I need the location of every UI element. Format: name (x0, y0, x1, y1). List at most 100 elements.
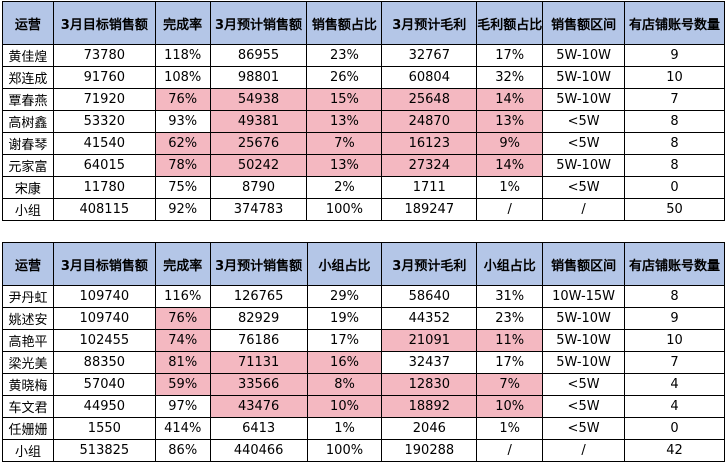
cell-store-accounts: 50 (624, 198, 725, 221)
table-row: 任姗姗 1550 414% 6413 1% 2046 1% <5W 0 (2, 417, 725, 440)
col-header-profit-share: 毛利额占比 (476, 1, 544, 45)
cell-sales-range: 5W-10W (542, 329, 625, 352)
cell-completion-rate: 78% (154, 154, 211, 177)
col-header-forecast-sales: 3月预计销售额 (209, 1, 308, 45)
cell-operator: 尹丹虹 (2, 285, 54, 308)
cell-forecast-sales: 6413 (209, 417, 308, 440)
cell-sales-share: 2% (306, 176, 383, 199)
table-row: 郑连成 91760 108% 98801 26% 60804 32% 5W-10W 10 (2, 66, 725, 89)
cell-forecast-profit: 32437 (381, 351, 478, 374)
cell-store-accounts: 10 (624, 66, 725, 89)
cell-forecast-sales: 440466 (209, 439, 308, 462)
cell-completion-rate: 62% (154, 132, 211, 155)
cell-sales-range: 5W-10W (542, 351, 625, 374)
cell-forecast-sales: 25676 (209, 132, 308, 155)
cell-target-sales: 57040 (52, 373, 156, 396)
cell-sales-range: <5W (542, 395, 625, 418)
cell-completion-rate: 108% (154, 66, 211, 89)
cell-forecast-sales: 86955 (209, 44, 308, 67)
header-row: 运营 3月目标销售额 完成率 3月预计销售额 销售额占比 3月预计毛利 毛利额占… (2, 1, 725, 45)
cell-operator: 宋康 (2, 176, 54, 199)
cell-forecast-profit: 25648 (381, 88, 478, 111)
col-header-completion-rate: 完成率 (154, 242, 211, 286)
table-body: 尹丹虹 109740 116% 126765 29% 58640 31% 10W-15W 8 姚述… (2, 285, 725, 462)
cell-forecast-profit: 21091 (381, 329, 478, 352)
cell-profit-share: 13% (476, 110, 544, 133)
col-header-operator: 运营 (2, 242, 54, 286)
cell-target-sales: 91760 (52, 66, 156, 89)
cell-completion-rate: 86% (154, 439, 211, 462)
sales-table-group-1: 运营 3月目标销售额 完成率 3月预计销售额 销售额占比 3月预计毛利 毛利额占… (2, 1, 725, 221)
cell-store-accounts: 42 (624, 439, 725, 462)
cell-forecast-sales: 82929 (209, 307, 308, 330)
cell-forecast-profit: 1711 (381, 176, 478, 199)
col-header-sales-range: 销售额区间 (542, 242, 625, 286)
table-row: 车文君 44950 97% 43476 10% 18892 10% <5W 4 (2, 395, 725, 418)
cell-sales-range: <5W (542, 373, 625, 396)
cell-target-sales: 71920 (52, 88, 156, 111)
cell-completion-rate: 81% (154, 351, 211, 374)
cell-forecast-profit: 2046 (381, 417, 478, 440)
col-header-operator: 运营 (2, 1, 54, 45)
cell-forecast-profit: 44352 (381, 307, 478, 330)
cell-operator: 小组 (2, 439, 54, 462)
col-header-sales-range: 销售额区间 (542, 1, 626, 45)
cell-operator: 郑连成 (2, 66, 54, 89)
cell-forecast-profit: 27324 (381, 154, 478, 177)
cell-operator: 元家富 (2, 154, 54, 177)
cell-completion-rate: 92% (154, 198, 211, 221)
cell-operator: 黄晓梅 (2, 373, 54, 396)
cell-profit-share: 7% (476, 373, 544, 396)
cell-sales-range: 5W-10W (542, 154, 626, 177)
cell-target-sales: 109740 (52, 307, 156, 330)
cell-operator: 谢春琴 (2, 132, 54, 155)
header-row: 运营 3月目标销售额 完成率 3月预计销售额 小组占比 3月预计毛利 小组占比 … (2, 242, 725, 286)
cell-operator: 车文君 (2, 395, 54, 418)
cell-sales-share: 1% (306, 417, 383, 440)
cell-profit-share: 9% (476, 132, 544, 155)
col-header-store-accounts: 有店铺账号数量 (624, 1, 725, 45)
total-row: 小组 408115 92% 374783 100% 189247//50 (2, 198, 725, 221)
cell-sales-share: 10% (306, 395, 383, 418)
cell-profit-share: 17% (476, 351, 544, 374)
cell-sales-range: / (542, 198, 626, 221)
cell-profit-share: 14% (476, 154, 544, 177)
cell-sales-range: <5W (542, 176, 626, 199)
cell-sales-range: / (542, 439, 625, 462)
cell-store-accounts: 8 (624, 110, 725, 133)
cell-forecast-sales: 43476 (209, 395, 308, 418)
cell-sales-range: 5W-10W (542, 44, 626, 67)
cell-completion-rate: 59% (154, 373, 211, 396)
table-row: 元家富 64015 78% 50242 13% 27324 14% 5W-10W 8 (2, 154, 725, 177)
cell-store-accounts: 9 (624, 307, 725, 330)
cell-completion-rate: 116% (154, 285, 211, 308)
cell-store-accounts: 4 (624, 395, 725, 418)
table-row: 黄晓梅 57040 59% 33566 8% 12830 7% <5W 4 (2, 373, 725, 396)
cell-forecast-sales: 76186 (209, 329, 308, 352)
cell-sales-share: 13% (306, 110, 383, 133)
cell-operator: 梁光美 (2, 351, 54, 374)
cell-store-accounts: 8 (624, 285, 725, 308)
cell-target-sales: 53320 (52, 110, 156, 133)
cell-profit-share: / (476, 439, 544, 462)
table-row: 高艳平 102455 74% 76186 17% 21091 11% 5W-10W 10 (2, 329, 725, 352)
cell-completion-rate: 75% (154, 176, 211, 199)
cell-forecast-profit: 12830 (381, 373, 478, 396)
cell-profit-share: 1% (476, 176, 544, 199)
cell-forecast-sales: 33566 (209, 373, 308, 396)
cell-operator: 黄佳煌 (2, 44, 54, 67)
table-row: 梁光美 88350 81% 71131 16% 32437 17% 5W-10W 7 (2, 351, 725, 374)
table-row: 谢春琴 41540 62% 25676 7% 16123 9% <5W 8 (2, 132, 725, 155)
cell-profit-share: / (476, 198, 544, 221)
col-header-target-sales: 3月目标销售额 (52, 242, 156, 286)
col-header-sales-share: 销售额占比 (306, 1, 383, 45)
cell-forecast-profit: 60804 (381, 66, 478, 89)
cell-target-sales: 11780 (52, 176, 156, 199)
cell-store-accounts: 9 (624, 44, 725, 67)
table-row: 高树鑫 53320 93% 49381 13% 24870 13% <5W 8 (2, 110, 725, 133)
cell-operator: 高树鑫 (2, 110, 54, 133)
cell-sales-share: 100% (306, 439, 383, 462)
cell-profit-share: 17% (476, 44, 544, 67)
cell-store-accounts: 8 (624, 132, 725, 155)
cell-forecast-sales: 50242 (209, 154, 308, 177)
